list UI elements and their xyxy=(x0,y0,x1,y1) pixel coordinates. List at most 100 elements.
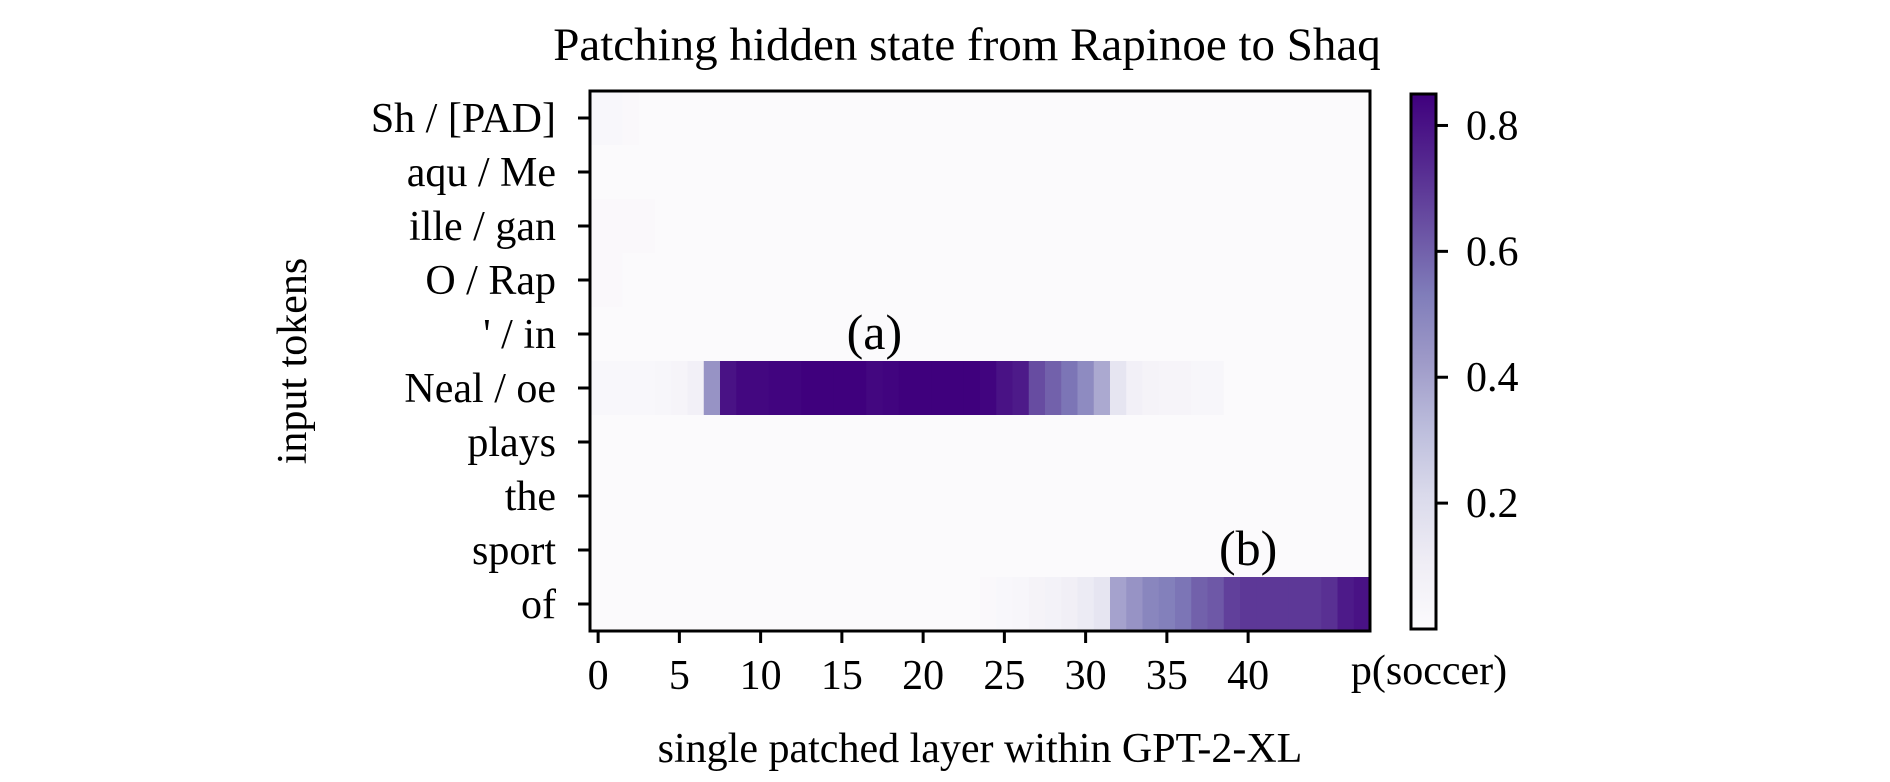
heatmap-cell xyxy=(915,307,932,362)
heatmap-cell xyxy=(1207,361,1225,416)
heatmap-cell xyxy=(638,199,656,254)
heatmap-cell xyxy=(622,415,640,470)
heatmap-cell xyxy=(638,145,656,200)
heatmap-cell xyxy=(1256,199,1274,254)
heatmap-cell xyxy=(1028,91,1046,146)
heatmap-cell xyxy=(1337,145,1355,200)
heatmap-cell xyxy=(1191,577,1209,632)
heatmap-cell xyxy=(1207,199,1225,254)
heatmap-cell xyxy=(915,253,932,308)
heatmap-cell xyxy=(638,361,656,416)
heatmap-cell xyxy=(785,145,802,200)
heatmap-cell xyxy=(1028,577,1046,632)
heatmap-cell xyxy=(1305,523,1322,578)
heatmap-cell xyxy=(931,469,949,524)
heatmap-cell xyxy=(915,145,932,200)
heatmap-cell xyxy=(915,415,932,470)
heatmap-cell xyxy=(996,469,1014,524)
heatmap-cell xyxy=(1012,199,1030,254)
heatmap-cell xyxy=(720,307,737,362)
heatmap-cell xyxy=(1061,469,1079,524)
heatmap-cell xyxy=(752,415,770,470)
heatmap-cell xyxy=(1175,253,1192,308)
heatmap-cell xyxy=(1061,253,1079,308)
heatmap-cell xyxy=(1191,145,1209,200)
y-axis: Sh / [PAD] aqu / Me ille / gan O / Rap ' / i… xyxy=(371,96,590,628)
heatmap-cell xyxy=(1110,253,1127,308)
heatmap-cell xyxy=(671,523,689,578)
heatmap-cell xyxy=(1012,361,1030,416)
heatmap-cell xyxy=(1240,145,1257,200)
heatmap-cell xyxy=(1061,361,1079,416)
heatmap-cell xyxy=(1158,415,1176,470)
heatmap-cell xyxy=(1305,253,1322,308)
heatmap-cell xyxy=(703,577,721,632)
heatmap-cell xyxy=(1353,199,1371,254)
heatmap-cell xyxy=(1272,145,1290,200)
heatmap-cell xyxy=(850,523,867,578)
heatmap-cell xyxy=(980,145,997,200)
heatmap-cell xyxy=(671,91,689,146)
heatmap-cell xyxy=(768,469,786,524)
heatmap-cell xyxy=(1012,307,1030,362)
heatmap-cell xyxy=(785,307,802,362)
heatmap-cell xyxy=(947,523,965,578)
heatmap-cell xyxy=(671,415,689,470)
heatmap-cell xyxy=(606,415,624,470)
heatmap-cell xyxy=(980,91,997,146)
heatmap-cell xyxy=(1158,91,1176,146)
heatmap-cell xyxy=(980,415,997,470)
heatmap-cell xyxy=(866,523,884,578)
heatmap-cell xyxy=(1028,361,1046,416)
heatmap-cell xyxy=(1093,577,1111,632)
heatmap-cell xyxy=(703,253,721,308)
heatmap-cell xyxy=(1223,469,1241,524)
heatmap-cell xyxy=(1272,91,1290,146)
heatmap-cell xyxy=(980,199,997,254)
heatmap-cell xyxy=(1207,91,1225,146)
heatmap-cell xyxy=(801,361,819,416)
heatmap-cell xyxy=(915,523,932,578)
heatmap-cell xyxy=(638,469,656,524)
heatmap-cell xyxy=(963,145,981,200)
heatmap-cell xyxy=(817,91,835,146)
heatmap-cell xyxy=(898,307,916,362)
heatmap-cell xyxy=(963,577,981,632)
y-tick-label: Neal / oe xyxy=(404,366,556,412)
heatmap-cell xyxy=(1142,469,1160,524)
heatmap-cell xyxy=(1321,415,1339,470)
heatmap-cell xyxy=(1288,523,1306,578)
heatmap-cell xyxy=(1126,91,1144,146)
heatmap-cell xyxy=(1256,307,1274,362)
heatmap-cell xyxy=(703,199,721,254)
heatmap-cell xyxy=(671,199,689,254)
heatmap-cell xyxy=(1061,199,1079,254)
heatmap-cell xyxy=(1045,145,1062,200)
heatmap-cell xyxy=(1110,469,1127,524)
heatmap-cell xyxy=(1126,307,1144,362)
heatmap-cell xyxy=(1305,361,1322,416)
heatmap-cell xyxy=(622,307,640,362)
heatmap-cell xyxy=(1223,415,1241,470)
heatmap-cell xyxy=(833,253,851,308)
heatmap-cell xyxy=(1240,307,1257,362)
heatmap-cell xyxy=(687,469,705,524)
heatmap-cell xyxy=(947,91,965,146)
heatmap-cell xyxy=(606,91,624,146)
heatmap-cell xyxy=(1256,253,1274,308)
heatmap-cell xyxy=(1223,91,1241,146)
heatmap-cell xyxy=(1256,523,1274,578)
heatmap-cell xyxy=(1175,91,1192,146)
heatmap-cell xyxy=(1207,145,1225,200)
heatmap-cell xyxy=(1093,523,1111,578)
heatmap-cell xyxy=(1207,523,1225,578)
heatmap-cell xyxy=(1288,253,1306,308)
heatmap-cell xyxy=(638,523,656,578)
heatmap-cell xyxy=(1093,307,1111,362)
heatmap-cell xyxy=(1142,415,1160,470)
heatmap-cell xyxy=(1191,91,1209,146)
heatmap-cell xyxy=(638,577,656,632)
heatmap-cell xyxy=(801,253,819,308)
heatmap-cell xyxy=(866,469,884,524)
heatmap-cell xyxy=(1305,199,1322,254)
